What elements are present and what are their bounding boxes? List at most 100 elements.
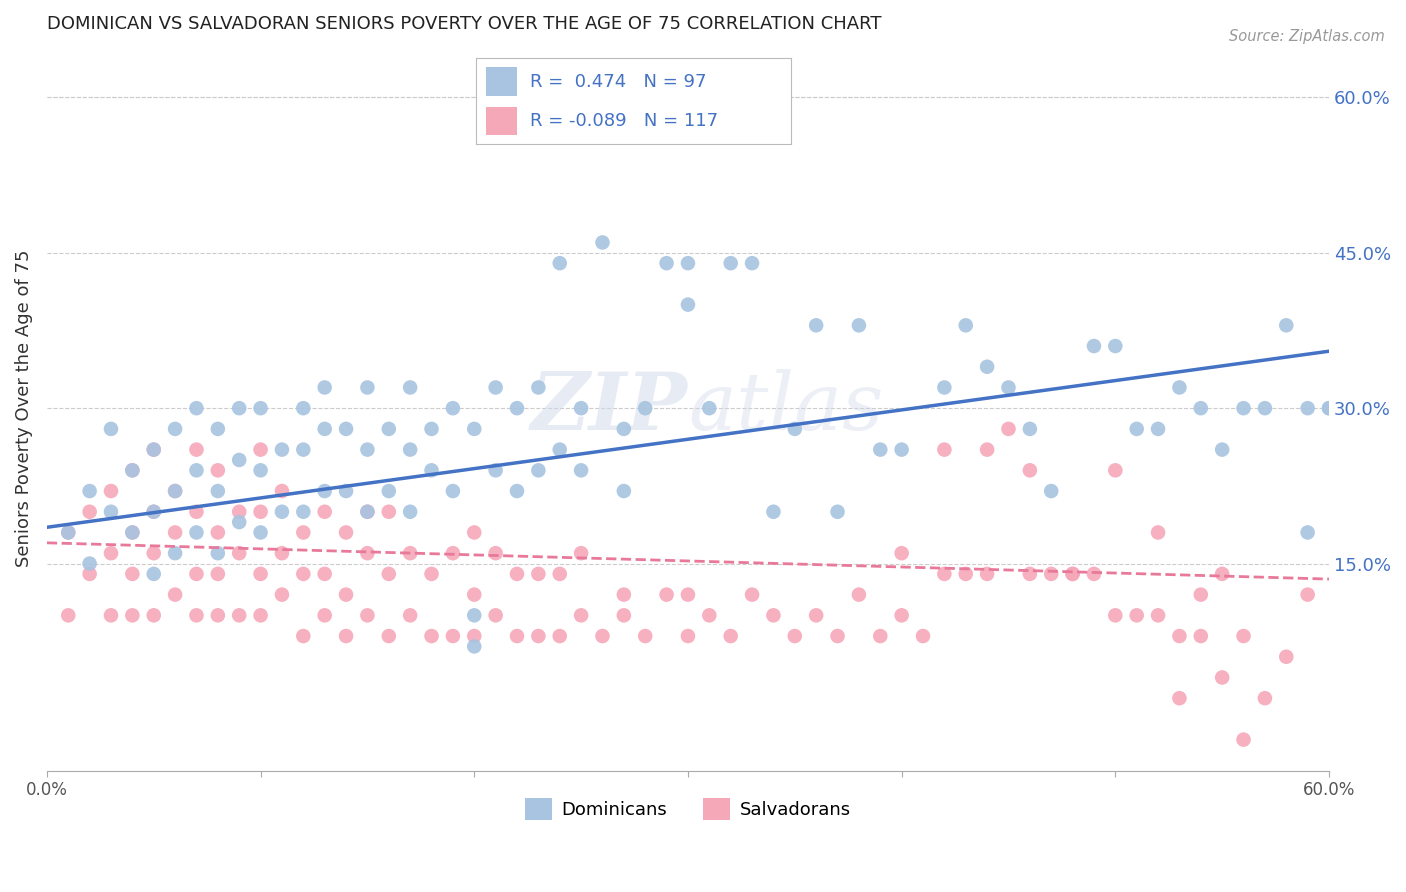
Point (592, 235, 614, 250)
Point (100, 608, 122, 623)
Point (997, 380, 1019, 394)
Point (207, 546, 229, 560)
Legend: Dominicans, Salvadorans: Dominicans, Salvadorans (519, 790, 858, 827)
Point (420, 566, 443, 581)
Point (79, 483, 101, 498)
Point (634, 629, 657, 643)
Point (1275, 318, 1298, 333)
Point (676, 629, 699, 643)
Point (527, 463, 550, 477)
Point (848, 318, 870, 333)
Point (548, 442, 571, 457)
Point (1296, 401, 1319, 416)
Point (1147, 608, 1170, 623)
Point (292, 442, 315, 457)
Point (463, 608, 485, 623)
Point (142, 505, 165, 519)
Point (399, 608, 422, 623)
Point (292, 505, 315, 519)
Point (399, 442, 422, 457)
Point (356, 608, 378, 623)
Point (1275, 649, 1298, 664)
Point (441, 401, 464, 416)
Point (1104, 339, 1126, 353)
Point (441, 483, 464, 498)
Point (997, 422, 1019, 436)
Point (335, 525, 357, 540)
Point (356, 380, 378, 394)
Point (165, 483, 187, 498)
Point (1317, 401, 1340, 416)
Point (420, 463, 443, 477)
Point (100, 422, 122, 436)
Point (804, 608, 827, 623)
Point (1104, 608, 1126, 623)
Point (1125, 608, 1147, 623)
Point (356, 505, 378, 519)
Point (1062, 566, 1084, 581)
Point (976, 359, 998, 374)
Point (142, 546, 165, 560)
Point (890, 608, 912, 623)
Point (1296, 588, 1319, 602)
Point (271, 588, 294, 602)
Point (249, 401, 271, 416)
Point (527, 629, 550, 643)
Point (804, 318, 827, 333)
Point (976, 442, 998, 457)
Point (142, 566, 165, 581)
Point (1189, 629, 1212, 643)
Point (58, 525, 80, 540)
Point (292, 525, 315, 540)
Point (314, 608, 336, 623)
Point (1211, 671, 1233, 685)
Point (228, 546, 250, 560)
Point (314, 422, 336, 436)
Point (292, 566, 315, 581)
Point (783, 629, 806, 643)
Point (142, 608, 165, 623)
Point (186, 566, 208, 581)
Point (100, 483, 122, 498)
Point (1317, 401, 1340, 416)
Point (58, 608, 80, 623)
Point (79, 566, 101, 581)
Point (548, 629, 571, 643)
Point (314, 566, 336, 581)
Point (827, 505, 849, 519)
Point (720, 256, 742, 270)
Point (271, 505, 294, 519)
Point (207, 463, 229, 477)
Point (463, 640, 485, 654)
Point (314, 380, 336, 394)
Point (613, 608, 636, 623)
Point (378, 629, 401, 643)
Point (848, 588, 870, 602)
Point (1062, 566, 1084, 581)
Point (121, 463, 143, 477)
Point (378, 566, 401, 581)
Point (335, 588, 357, 602)
Point (249, 566, 271, 581)
Point (1189, 401, 1212, 416)
Point (1040, 483, 1063, 498)
Point (165, 525, 187, 540)
Point (613, 483, 636, 498)
Point (378, 422, 401, 436)
Point (228, 453, 250, 467)
Point (165, 588, 187, 602)
Point (121, 525, 143, 540)
Point (207, 525, 229, 540)
Point (228, 505, 250, 519)
Point (165, 422, 187, 436)
Point (655, 588, 678, 602)
Point (1211, 566, 1233, 581)
Point (142, 505, 165, 519)
Point (634, 401, 657, 416)
Point (955, 566, 977, 581)
Point (827, 629, 849, 643)
Point (506, 483, 529, 498)
Point (314, 505, 336, 519)
Point (506, 566, 529, 581)
Point (527, 380, 550, 394)
